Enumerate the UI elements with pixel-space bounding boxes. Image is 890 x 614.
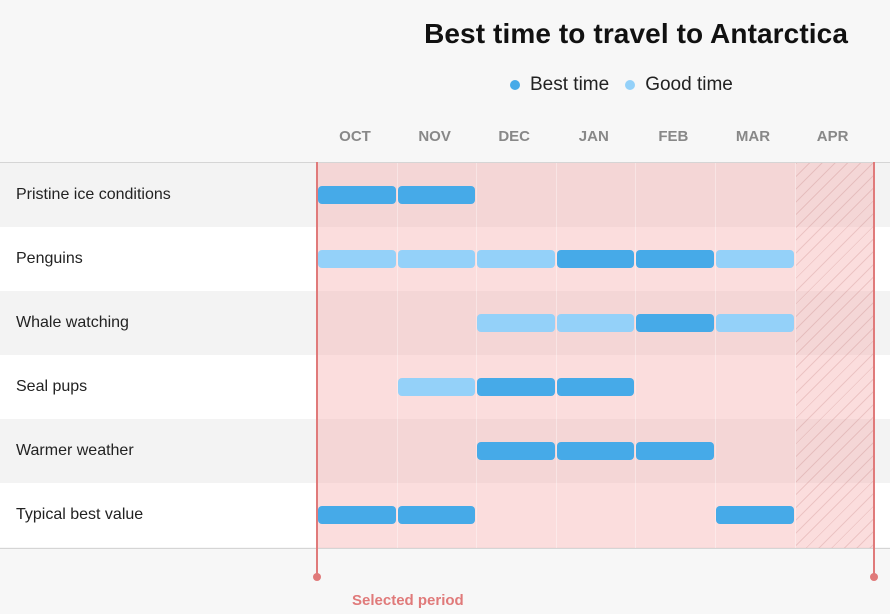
legend-dot-good-icon	[625, 80, 636, 90]
month-axis: OCT NOV DEC JAN FEB MAR APR	[0, 128, 890, 152]
bar-best-nov[interactable]	[397, 506, 476, 524]
bar-good-nov[interactable]	[397, 378, 476, 396]
selected-period-end-line[interactable]	[873, 162, 875, 577]
row-label: Pristine ice conditions	[16, 186, 171, 203]
selected-period-label: Selected period	[352, 592, 464, 609]
month-label-feb: FEB	[658, 128, 689, 145]
bar-best-jan[interactable]	[556, 378, 635, 396]
bar-good-mar[interactable]	[716, 314, 794, 332]
bar-best-jan[interactable]	[556, 250, 635, 268]
bar-best-feb[interactable]	[636, 314, 714, 332]
month-label-mar: MAR	[735, 128, 771, 145]
gridline	[555, 163, 557, 548]
bar-best-nov[interactable]	[397, 186, 476, 204]
selected-period-region	[317, 163, 874, 548]
bar-good-mar[interactable]	[716, 250, 794, 268]
legend-label-good: Good time	[645, 74, 733, 95]
row-label: Penguins	[16, 250, 83, 267]
month-label-apr: APR	[816, 128, 849, 145]
bar-best-oct[interactable]	[318, 506, 396, 524]
gridline	[635, 163, 637, 548]
out-of-season-region	[796, 163, 874, 548]
chart-title: Best time to travel to Antarctica	[424, 18, 848, 49]
month-label-nov: NOV	[418, 128, 451, 145]
bar-good-dec[interactable]	[477, 250, 555, 268]
bar-best-dec[interactable]	[477, 442, 555, 460]
bar-best-jan[interactable]	[556, 442, 635, 460]
month-label-dec: DEC	[498, 128, 531, 145]
legend-item-good: Good time	[625, 74, 733, 96]
row-label: Seal pups	[16, 378, 88, 395]
row-warmer-weather: Warmer weather	[0, 419, 890, 483]
bar-good-oct[interactable]	[318, 250, 396, 268]
gridline	[476, 163, 478, 548]
row-label: Whale watching	[16, 314, 129, 331]
legend-item-best: Best time	[510, 74, 609, 96]
gridline	[715, 163, 716, 548]
bar-best-dec[interactable]	[477, 378, 555, 396]
selected-period-end-handle[interactable]	[870, 573, 878, 581]
bar-good-dec[interactable]	[477, 314, 555, 332]
gridline	[794, 163, 796, 548]
bar-good-jan[interactable]	[556, 314, 635, 332]
legend-dot-best-icon	[510, 80, 520, 90]
bar-good-nov[interactable]	[397, 250, 476, 268]
legend: Best time Good time	[510, 74, 749, 96]
month-label-jan: JAN	[578, 128, 609, 145]
selected-period-start-handle[interactable]	[313, 573, 321, 581]
bar-best-feb[interactable]	[636, 442, 714, 460]
bar-best-feb[interactable]	[636, 250, 714, 268]
selected-period-start-line[interactable]	[316, 162, 318, 577]
chart-area: Pristine ice conditions Penguins Whale wat…	[0, 162, 890, 549]
gridline	[396, 163, 398, 548]
row-label: Typical best value	[16, 506, 144, 523]
legend-label-best: Best time	[530, 74, 610, 95]
bar-best-oct[interactable]	[318, 186, 396, 204]
row-label: Warmer weather	[16, 442, 134, 459]
month-label-oct: OCT	[339, 128, 371, 145]
bar-best-mar[interactable]	[716, 506, 794, 524]
